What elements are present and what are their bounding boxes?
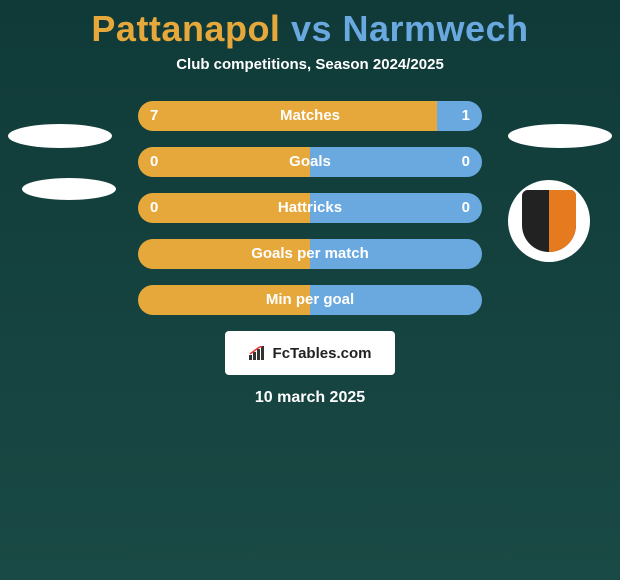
- player-badge-placeholder: [508, 124, 612, 148]
- page-title: Pattanapol vs Narmwech: [0, 0, 620, 50]
- stat-row: Min per goal: [138, 285, 482, 315]
- player1-name: Pattanapol: [91, 8, 280, 49]
- stat-value-right: 0: [462, 193, 470, 223]
- stat-label: Matches: [138, 101, 482, 131]
- stat-row: Matches7 1: [138, 101, 482, 131]
- vs-text: vs: [291, 8, 332, 49]
- player2-name: Narmwech: [343, 8, 529, 49]
- stats-bars: Matches71Goals00Hattricks00Goals per mat…: [138, 101, 482, 315]
- stat-row: Hattricks0 0: [138, 193, 482, 223]
- stat-value-left: 0: [150, 193, 158, 223]
- stat-label: Goals: [138, 147, 482, 177]
- attribution-badge: FcTables.com: [225, 331, 395, 375]
- stat-label: Goals per match: [138, 239, 482, 269]
- stat-value-left: 0: [150, 147, 158, 177]
- subtitle: Club competitions, Season 2024/2025: [0, 56, 620, 73]
- date-text: 10 march 2025: [0, 389, 620, 407]
- club-badge: [508, 180, 590, 262]
- player-badge-placeholder: [8, 124, 112, 148]
- stat-label: Min per goal: [138, 285, 482, 315]
- stat-row: Goals per match: [138, 239, 482, 269]
- attribution-text: FcTables.com: [273, 345, 372, 362]
- stat-row: Goals0 0: [138, 147, 482, 177]
- stat-value-left: 7: [150, 101, 158, 131]
- stat-value-right: 0: [462, 147, 470, 177]
- stat-value-right: 1: [462, 101, 470, 131]
- chart-icon: [249, 346, 267, 360]
- stat-label: Hattricks: [138, 193, 482, 223]
- club-shield-icon: [522, 190, 576, 252]
- player-badge-placeholder: [22, 178, 116, 200]
